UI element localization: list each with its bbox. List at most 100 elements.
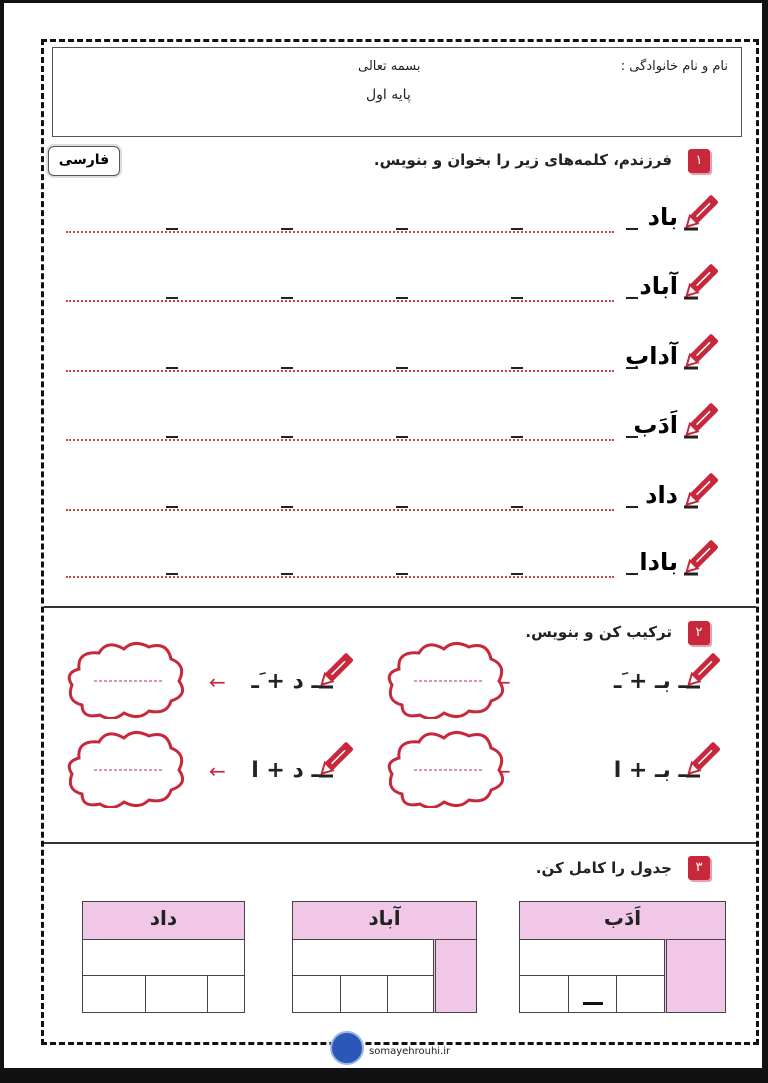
writing-line[interactable] bbox=[66, 439, 614, 441]
dash bbox=[511, 297, 523, 299]
table-abad: آباد bbox=[292, 901, 477, 1013]
table-header: داد bbox=[149, 906, 178, 930]
answer-cloud[interactable] bbox=[64, 728, 194, 808]
word-row: آداب bbox=[66, 342, 756, 382]
dash bbox=[511, 228, 523, 230]
blank-cell[interactable] bbox=[616, 975, 665, 1013]
dash bbox=[281, 573, 293, 575]
writing-line[interactable] bbox=[66, 231, 614, 233]
answer-cloud[interactable] bbox=[384, 639, 514, 719]
dash bbox=[511, 506, 523, 508]
dash bbox=[396, 436, 408, 438]
answer-cloud[interactable] bbox=[64, 639, 194, 719]
arrow-left-icon: ← bbox=[209, 670, 226, 694]
combination-expression: ـ د + َـ bbox=[251, 669, 319, 694]
dash bbox=[166, 506, 178, 508]
subject-label: فارسی bbox=[48, 146, 120, 176]
blank-cell[interactable] bbox=[568, 975, 617, 1013]
header-box bbox=[52, 47, 742, 137]
dash bbox=[281, 297, 293, 299]
pencil-icon bbox=[684, 467, 724, 509]
pencil-icon bbox=[686, 647, 726, 689]
blank-cell[interactable] bbox=[292, 975, 341, 1013]
writing-line[interactable] bbox=[66, 576, 614, 578]
table-header: اَدَب bbox=[603, 906, 642, 930]
grade: پایه اول bbox=[366, 87, 411, 103]
dash bbox=[166, 436, 178, 438]
arrow-left-icon: ← bbox=[209, 759, 226, 783]
word-row: داد bbox=[66, 481, 756, 521]
table-header: آباد bbox=[368, 906, 401, 930]
pencil-icon bbox=[684, 189, 724, 231]
dash bbox=[626, 228, 638, 230]
dash bbox=[396, 367, 408, 369]
pencil-icon bbox=[686, 736, 726, 778]
pencil-icon bbox=[684, 258, 724, 300]
dash bbox=[626, 506, 638, 508]
dash bbox=[511, 436, 523, 438]
word: آباد bbox=[639, 272, 678, 300]
pencil-icon bbox=[684, 534, 724, 576]
dash bbox=[166, 297, 178, 299]
dash bbox=[166, 573, 178, 575]
writing-line[interactable] bbox=[66, 300, 614, 302]
footer-site: somayehrouhi.ir bbox=[369, 1046, 451, 1057]
worksheet-page: نام و نام خانوادگی : بسمه تعالی پایه اول… bbox=[4, 3, 762, 1068]
pencil-icon bbox=[319, 647, 359, 689]
question-1-title: فرزندم، کلمه‌های زیر را بخوان و بنویس. bbox=[373, 151, 672, 169]
combination-expression: ـ بـ + ا bbox=[613, 758, 686, 783]
dash bbox=[626, 436, 638, 438]
dash bbox=[166, 367, 178, 369]
question-2-title: ترکیب کن و بنویس. bbox=[525, 623, 672, 641]
word: بادا bbox=[639, 548, 678, 576]
section-divider bbox=[44, 842, 756, 844]
dash bbox=[281, 506, 293, 508]
word: آداب bbox=[625, 342, 678, 370]
blank-cell[interactable] bbox=[82, 975, 146, 1013]
word-row: باد bbox=[66, 203, 756, 243]
dash bbox=[396, 573, 408, 575]
dash bbox=[626, 367, 638, 369]
answer-cloud[interactable] bbox=[384, 728, 514, 808]
pencil-icon bbox=[684, 397, 724, 439]
dash bbox=[626, 297, 638, 299]
section-divider bbox=[44, 606, 756, 608]
dash bbox=[166, 228, 178, 230]
blank-cell[interactable] bbox=[207, 975, 245, 1013]
pencil-icon bbox=[319, 736, 359, 778]
dash bbox=[396, 506, 408, 508]
combination-expression: ـ بـ + َـ bbox=[613, 669, 686, 694]
dash bbox=[511, 367, 523, 369]
combination-expression: ـ د + ا bbox=[251, 758, 319, 783]
dash bbox=[281, 228, 293, 230]
dash bbox=[281, 367, 293, 369]
table-dad: داد bbox=[82, 901, 245, 1013]
blank-cell[interactable] bbox=[145, 975, 208, 1013]
blank-cell[interactable] bbox=[387, 975, 434, 1013]
word: داد bbox=[645, 481, 678, 509]
word-row: بادا bbox=[66, 548, 756, 588]
dash bbox=[396, 297, 408, 299]
blank-cell[interactable] bbox=[340, 975, 388, 1013]
dashed-frame bbox=[41, 39, 759, 1045]
word: اَدَب bbox=[633, 411, 678, 439]
table-adab: اَدَب bbox=[519, 901, 726, 1013]
bismillah: بسمه تعالی bbox=[358, 59, 421, 74]
dash bbox=[281, 436, 293, 438]
word: باد bbox=[647, 203, 678, 231]
question-3-badge: ۳ bbox=[688, 856, 710, 880]
pencil-icon bbox=[684, 328, 724, 370]
name-label: نام و نام خانوادگی : bbox=[620, 59, 728, 74]
question-1-badge: ۱ bbox=[688, 149, 710, 173]
question-2-badge: ۲ bbox=[688, 621, 710, 645]
blank-cell[interactable] bbox=[519, 975, 569, 1013]
word-row: آباد bbox=[66, 272, 756, 312]
dash bbox=[396, 228, 408, 230]
site-logo bbox=[330, 1031, 364, 1065]
dash bbox=[626, 573, 638, 575]
word-row: اَدَب bbox=[66, 411, 756, 451]
dash bbox=[511, 573, 523, 575]
question-3-title: جدول را کامل کن. bbox=[535, 859, 672, 877]
writing-line[interactable] bbox=[66, 370, 614, 372]
writing-line[interactable] bbox=[66, 509, 614, 511]
